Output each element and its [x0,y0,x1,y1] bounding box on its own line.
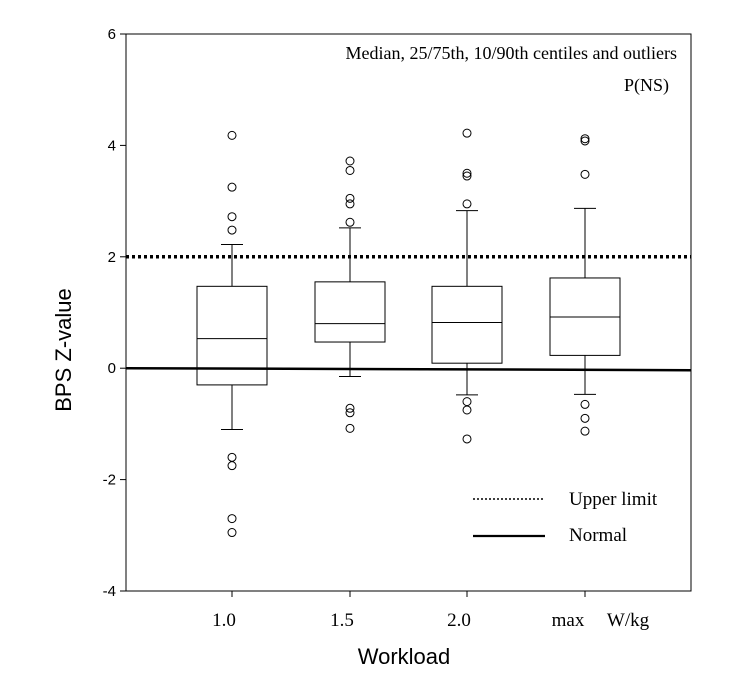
outlier-point [580,426,590,436]
outlier-point [345,156,355,166]
y-tick-label: 2 [108,249,116,266]
outlier-point [462,434,472,444]
box-2.0 [431,128,503,444]
y-tick-label: -2 [103,472,116,489]
outlier-point [227,452,237,462]
y-tick-label: 0 [108,360,116,377]
x-axis-title: Workload [358,644,451,669]
outlier-point [462,128,472,138]
outlier-point [580,399,590,409]
outlier-point [345,165,355,175]
outlier-point [580,169,590,179]
legend-upper-limit-label: Upper limit [569,489,658,510]
outlier-point [227,225,237,235]
outlier-point [580,413,590,423]
iqr-box [431,285,503,364]
box-1.5 [314,156,386,433]
outlier-point [227,528,237,538]
legend: Upper limit Normal [473,489,658,546]
outlier-point [462,405,472,415]
y-axis: -4 -2 0 2 4 6 [103,26,126,600]
outlier-point [580,134,590,144]
x-unit-label: W/kg [607,610,650,631]
outlier-point [345,423,355,433]
outlier-point [345,403,355,413]
box-series [196,128,621,538]
outlier-point [345,217,355,227]
outlier-point [227,514,237,524]
y-axis-title: BPS Z-value [51,288,76,412]
chart-annotation: Median, 25/75th, 10/90th centiles and ou… [346,43,677,63]
x-axis: 1.0 1.5 2.0 max [212,591,586,631]
reference-lines [125,255,692,372]
outlier-point [462,171,472,181]
x-tick-label: max [552,610,585,631]
outlier-point [345,408,355,418]
plot-frame [125,33,692,592]
iqr-box [196,285,268,386]
outlier-point [462,168,472,178]
significance-label: P(NS) [624,75,669,96]
outlier-point [227,130,237,140]
outlier-point [462,397,472,407]
box-1.0 [196,130,268,538]
x-tick-label: 1.5 [330,610,354,631]
normal-line [125,366,692,372]
y-tick-label: 6 [108,26,116,43]
outlier-point [227,461,237,471]
outlier-point [227,212,237,222]
y-tick-label: -4 [103,583,116,600]
x-tick-label: 1.0 [212,610,236,631]
legend-normal-label: Normal [569,525,627,546]
box-max [549,134,621,436]
outlier-point [345,199,355,209]
outlier-point [345,193,355,203]
outlier-point [580,136,590,146]
outlier-point [227,182,237,192]
x-tick-label: 2.0 [447,610,471,631]
y-tick-label: 4 [108,137,116,154]
outlier-point [462,199,472,209]
iqr-box [314,281,386,343]
